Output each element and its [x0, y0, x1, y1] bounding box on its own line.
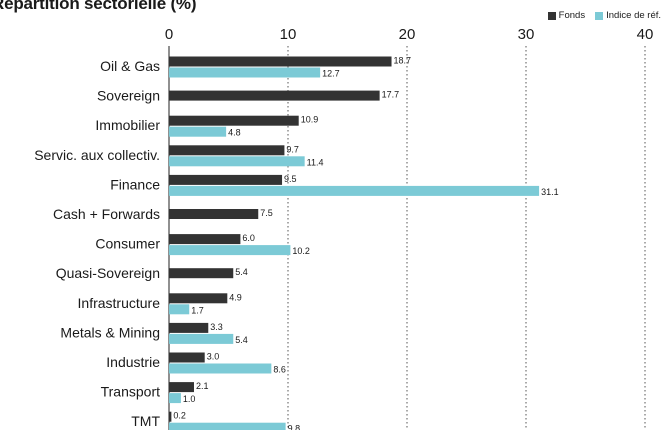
- bar-fonds-tmt: [169, 411, 172, 422]
- category-label-infrastructure: Infrastructure: [78, 295, 161, 311]
- data-label-fonds-finance: 9.5: [284, 174, 297, 184]
- data-label-fonds-sovereign: 17.7: [382, 90, 400, 100]
- legend-swatch-fonds: [547, 11, 556, 20]
- bar-fonds-servic-aux-collectiv: [169, 145, 285, 156]
- data-label-indice-industrie: 8.6: [273, 365, 286, 375]
- x-tick-label-10: 10: [280, 26, 297, 43]
- data-label-fonds-consumer: 6.0: [242, 233, 255, 243]
- data-label-fonds-quasi-sovereign: 5.4: [235, 267, 248, 277]
- data-label-indice-metals-mining: 5.4: [235, 335, 248, 345]
- data-label-fonds-cash-forwards: 7.5: [260, 208, 273, 218]
- data-label-fonds-tmt: 0.2: [173, 411, 186, 421]
- data-label-fonds-immobilier: 10.9: [301, 115, 319, 125]
- category-label-quasi-sovereign: Quasi-Sovereign: [56, 265, 160, 281]
- bar-fonds-finance: [169, 174, 283, 185]
- bar-fonds-transport: [169, 382, 194, 393]
- data-label-indice-oil-gas: 12.7: [322, 69, 340, 79]
- bar-indice-transport: [169, 393, 181, 404]
- bar-indice-industrie: [169, 363, 272, 374]
- data-label-indice-tmt: 9.8: [288, 424, 301, 430]
- data-label-indice-infrastructure: 1.7: [191, 305, 204, 315]
- data-label-indice-immobilier: 4.8: [228, 128, 241, 138]
- data-label-indice-servic-aux-collectiv: 11.4: [307, 157, 324, 167]
- legend-item-fonds: Fonds: [547, 10, 586, 21]
- data-label-fonds-servic-aux-collectiv: 9.7: [286, 144, 299, 154]
- bar-indice-metals-mining: [169, 333, 234, 344]
- category-label-servic-aux-collectiv: Servic. aux collectiv.: [34, 147, 160, 163]
- bar-indice-infrastructure: [169, 304, 190, 315]
- data-label-fonds-transport: 2.1: [196, 381, 209, 391]
- category-label-sovereign: Sovereign: [97, 88, 160, 104]
- bar-fonds-infrastructure: [169, 293, 228, 304]
- bar-indice-oil-gas: [169, 67, 321, 78]
- bar-fonds-industrie: [169, 352, 205, 363]
- data-label-fonds-oil-gas: 18.7: [394, 56, 412, 66]
- category-label-cash-forwards: Cash + Forwards: [53, 206, 160, 222]
- data-label-indice-consumer: 10.2: [292, 246, 310, 256]
- bar-fonds-quasi-sovereign: [169, 268, 234, 279]
- bar-indice-consumer: [169, 245, 291, 256]
- legend-item-indice: Indice de réf.: [595, 10, 661, 21]
- bar-fonds-immobilier: [169, 115, 299, 126]
- bar-fonds-cash-forwards: [169, 209, 259, 219]
- category-label-finance: Finance: [110, 176, 160, 192]
- x-tick-label-40: 40: [637, 26, 654, 43]
- data-label-fonds-industrie: 3.0: [207, 352, 220, 362]
- legend-label-fonds: Fonds: [558, 10, 586, 21]
- bar-indice-immobilier: [169, 126, 227, 137]
- legend-swatch-indice: [595, 11, 604, 20]
- bar-fonds-sovereign: [169, 90, 380, 101]
- bar-indice-tmt: [169, 422, 286, 430]
- chart-title: Répartition sectorielle (%): [0, 0, 197, 13]
- category-label-industrie: Industrie: [106, 354, 160, 370]
- data-label-fonds-metals-mining: 3.3: [210, 322, 223, 332]
- bar-fonds-metals-mining: [169, 322, 209, 333]
- bar-indice-finance: [169, 185, 540, 196]
- x-tick-label-0: 0: [165, 26, 173, 43]
- bar-fonds-oil-gas: [169, 56, 392, 67]
- category-label-consumer: Consumer: [95, 236, 160, 252]
- category-label-immobilier: Immobilier: [95, 117, 160, 133]
- x-tick-label-30: 30: [518, 26, 535, 43]
- x-tick-label-20: 20: [399, 26, 416, 43]
- legend: Fonds Indice de réf.: [547, 10, 661, 21]
- data-label-fonds-infrastructure: 4.9: [229, 292, 242, 302]
- legend-label-indice: Indice de réf.: [606, 10, 661, 21]
- bar-indice-servic-aux-collectiv: [169, 156, 305, 167]
- category-label-oil-gas: Oil & Gas: [100, 58, 160, 74]
- category-label-metals-mining: Metals & Mining: [60, 324, 160, 340]
- category-label-tmt: TMT: [131, 413, 160, 429]
- bar-fonds-consumer: [169, 234, 241, 245]
- category-label-transport: Transport: [101, 384, 161, 400]
- data-label-indice-transport: 1.0: [183, 394, 196, 404]
- data-label-indice-finance: 31.1: [541, 187, 559, 197]
